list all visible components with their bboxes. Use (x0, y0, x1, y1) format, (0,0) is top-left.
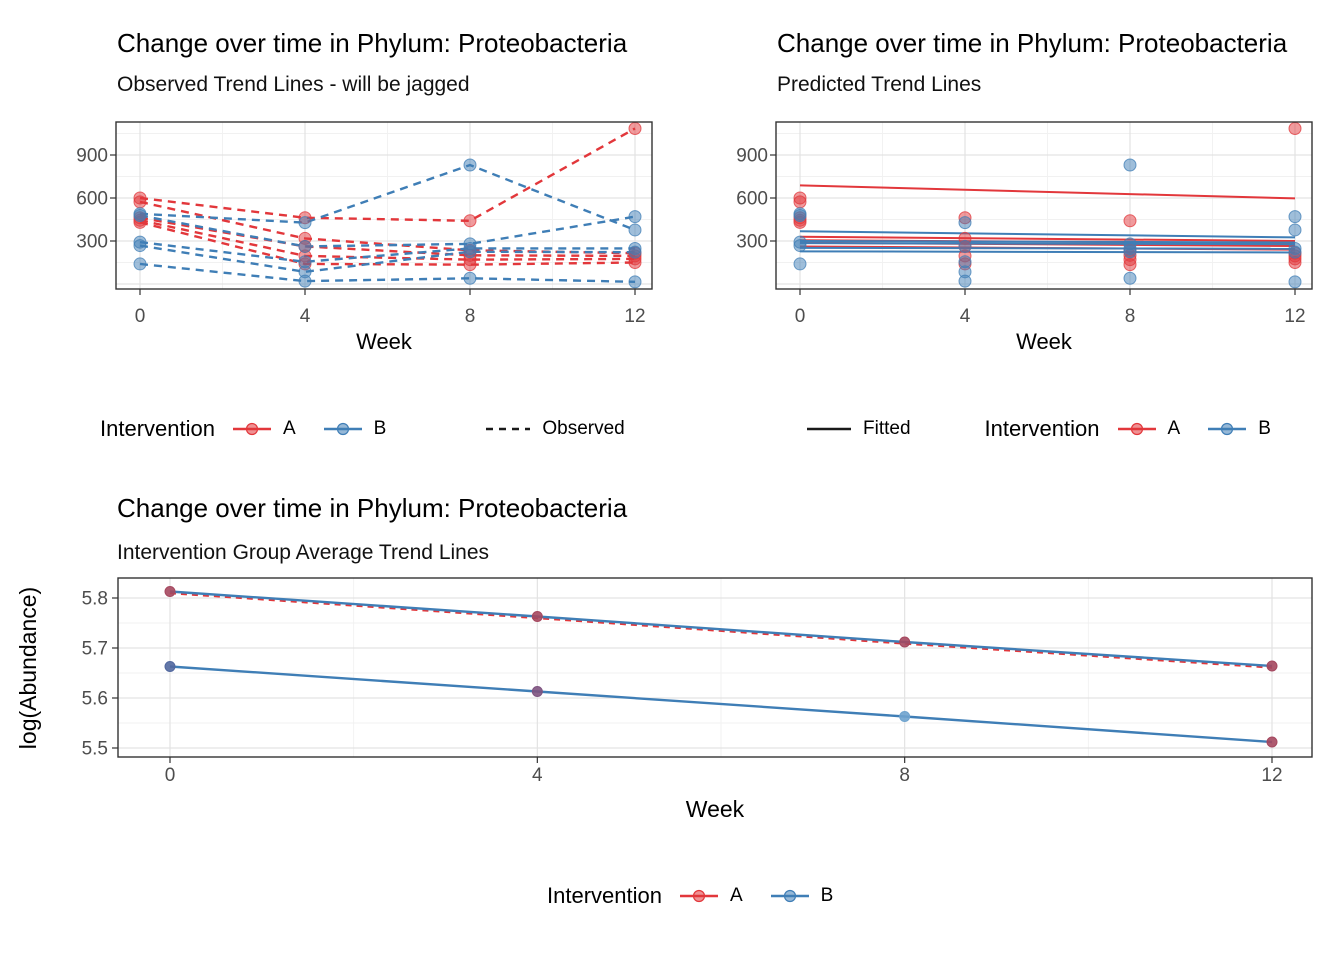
axis-tick-labels: 300 600 900 0 4 8 12 (736, 146, 1305, 327)
legend-label-a: A (1167, 418, 1181, 439)
legend-title: Intervention (547, 883, 662, 908)
svg-text:12: 12 (624, 306, 645, 327)
svg-text:0: 0 (795, 306, 806, 327)
average-series (164, 586, 1278, 748)
svg-text:4: 4 (300, 306, 311, 327)
legend-label-b: B (1258, 418, 1271, 439)
panel-frame (110, 121, 653, 295)
svg-text:5.6: 5.6 (82, 689, 108, 710)
legend-title: Intervention (984, 416, 1100, 441)
svg-text:600: 600 (76, 189, 108, 210)
axis-tick-labels: 300 600 900 0 4 8 12 (76, 146, 645, 327)
svg-text:600: 600 (736, 189, 768, 210)
legend-label-b: B (820, 885, 834, 906)
average-chart-subtitle: Intervention Group Average Trend Lines (117, 541, 490, 564)
average-plot: 5.5 5.6 5.7 5.8 0 4 8 12 Week log(Abundance) (15, 577, 1313, 822)
legend-label-b: B (373, 418, 387, 439)
average-chart-panel: Change over time in Phylum: Proteobacter… (0, 465, 1344, 960)
panel-frame (770, 121, 1313, 295)
observed-legend: Intervention A B Observed (100, 414, 651, 444)
observed-series (133, 121, 642, 289)
legend-key-observed-icon (484, 418, 532, 440)
svg-text:5.7: 5.7 (82, 639, 108, 660)
predicted-chart-title: Change over time in Phylum: Proteobacter… (777, 28, 1288, 58)
legend-key-b-icon (769, 885, 811, 907)
svg-text:300: 300 (736, 232, 768, 253)
svg-text:12: 12 (1261, 765, 1282, 786)
legend-key-b-icon (1206, 418, 1248, 440)
legend-label-fitted: Fitted (863, 418, 911, 439)
svg-text:900: 900 (736, 146, 768, 167)
gridlines (776, 122, 1312, 289)
y-axis-label: log(Abundance) (15, 587, 41, 749)
panel-frame (112, 577, 1313, 763)
legend-label-a: A (729, 885, 743, 906)
legend-key-a-icon (678, 885, 720, 907)
svg-text:0: 0 (135, 306, 146, 327)
predicted-chart-panel: Change over time in Phylum: Proteobacter… (672, 0, 1344, 465)
observed-chart-panel: Change over time in Phylum: Proteobacter… (0, 0, 672, 465)
legend-label-observed: Observed (542, 418, 625, 439)
fitted-series (793, 121, 1302, 289)
svg-text:8: 8 (1125, 306, 1136, 327)
legend-key-a-icon (1116, 418, 1158, 440)
average-legend: Intervention A B (547, 881, 859, 911)
legend-key-b-icon (322, 418, 364, 440)
gridlines (118, 578, 1312, 757)
legend-key-fitted-icon (805, 418, 853, 440)
svg-text:8: 8 (465, 306, 476, 327)
svg-text:300: 300 (76, 232, 108, 253)
svg-text:5.5: 5.5 (82, 739, 108, 760)
legend-key-a-icon (231, 418, 273, 440)
observed-chart-title: Change over time in Phylum: Proteobacter… (117, 28, 628, 58)
average-chart-title: Change over time in Phylum: Proteobacter… (117, 493, 628, 523)
svg-text:900: 900 (76, 146, 108, 167)
svg-text:0: 0 (165, 765, 176, 786)
svg-text:8: 8 (899, 765, 910, 786)
predicted-chart-subtitle: Predicted Trend Lines (777, 73, 982, 96)
svg-text:4: 4 (960, 306, 971, 327)
legend-title: Intervention (100, 416, 215, 441)
predicted-legend: Fitted Intervention A B (805, 414, 1297, 444)
legend-label-a: A (282, 418, 296, 439)
svg-text:5.8: 5.8 (82, 589, 108, 610)
axis-tick-labels: 5.5 5.6 5.7 5.8 0 4 8 12 (82, 589, 1283, 786)
svg-text:12: 12 (1284, 306, 1305, 327)
observed-plot: 300 600 900 0 4 8 12 Week (76, 121, 653, 354)
x-axis-label: Week (686, 796, 745, 822)
predicted-plot: 300 600 900 0 4 8 12 Week (736, 121, 1313, 354)
svg-text:4: 4 (532, 765, 543, 786)
x-axis-label: Week (1016, 329, 1073, 354)
x-axis-label: Week (356, 329, 413, 354)
observed-chart-subtitle: Observed Trend Lines - will be jagged (117, 73, 470, 96)
